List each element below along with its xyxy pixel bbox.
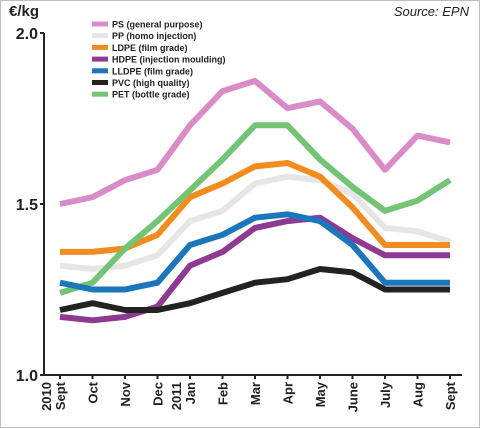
x-tick-label-month: Apr	[281, 382, 296, 404]
legend-label: HDPE (injection moulding)	[112, 55, 226, 65]
x-tick-label-month: June	[346, 382, 361, 412]
x-tick-label-month: Feb	[216, 382, 231, 405]
x-tick-label-month: Mar	[248, 382, 263, 405]
series-layer	[59, 77, 452, 324]
x-tick-label-month: Nov	[118, 381, 133, 406]
legend-label: LLDPE (film grade)	[112, 66, 193, 76]
y-tick-label: 2.0	[16, 26, 38, 43]
legend-label: PP (homo injection)	[112, 31, 196, 41]
x-tick-label-month: Dec	[151, 382, 166, 406]
x-tick-label-year: 2011	[169, 382, 184, 410]
y-tick-label: 1.0	[16, 368, 38, 385]
y-unit-label: €/kg	[9, 3, 40, 20]
x-tick-label-month: July	[378, 381, 393, 408]
x-tick-label-month: Aug	[411, 382, 426, 407]
x-tick-label-month: May	[313, 381, 328, 407]
x-tick-label-month: Oct	[86, 381, 101, 403]
legend-label: LDPE (film grade)	[112, 43, 188, 53]
x-tick-label-month: Sept	[443, 381, 458, 410]
source-label: Source: EPN	[393, 4, 469, 19]
x-tick-label-month: Sept	[53, 381, 68, 410]
legend-label: PET (bottle grade)	[112, 90, 190, 100]
legend-label: PVC (high quality)	[112, 78, 190, 88]
axes	[40, 32, 462, 379]
x-tick-label-month: Jan	[183, 382, 198, 404]
legend-label: PS (general purpose)	[112, 20, 203, 30]
y-tick-labels: 1.0 1.5 2.0	[16, 26, 38, 385]
y-tick-label: 1.5	[16, 197, 38, 214]
x-tick-label-year: 2010	[39, 382, 54, 411]
legend: PS (general purpose)PP (homo injection) L…	[92, 20, 226, 100]
